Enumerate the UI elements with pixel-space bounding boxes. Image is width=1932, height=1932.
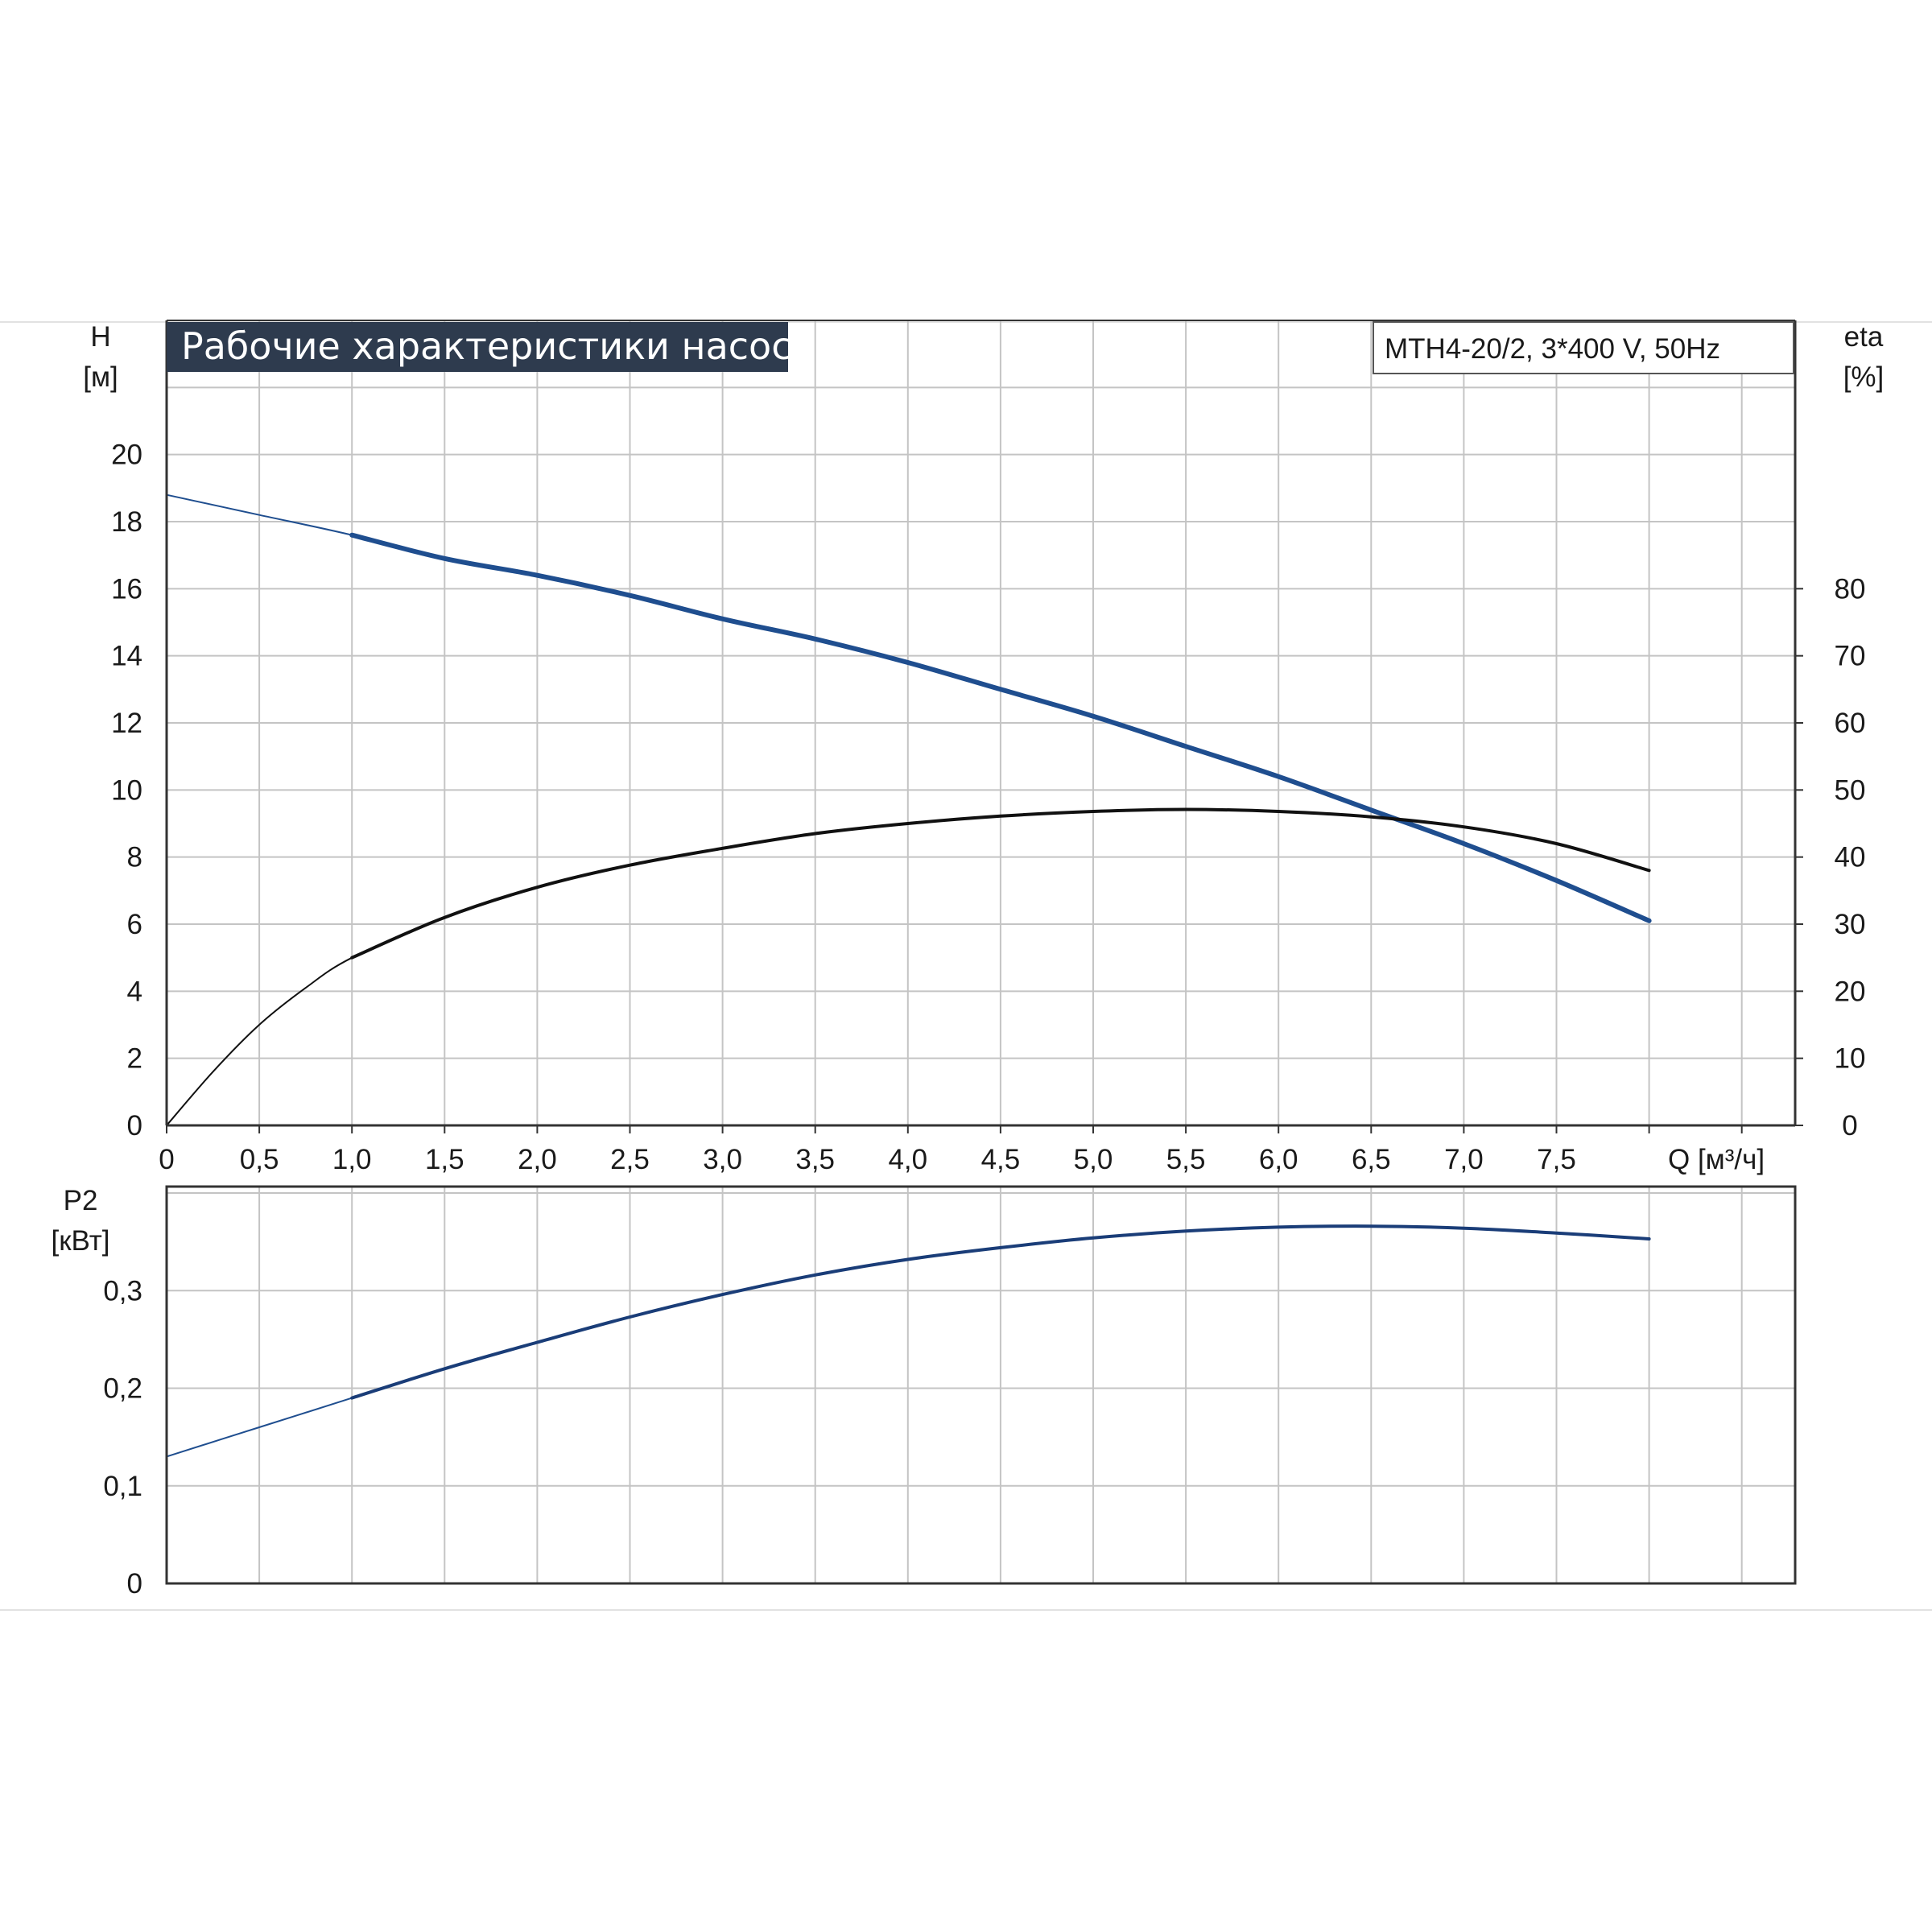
eta-tick-label: 20 xyxy=(1835,976,1866,1007)
q-axis-label: Q [м³/ч] xyxy=(1668,1144,1765,1175)
eta-axis-label: eta xyxy=(1844,321,1884,353)
lower-panel-border xyxy=(165,1185,1797,1585)
x-tick-label: 2,0 xyxy=(518,1144,557,1175)
x-tick-label: 5,0 xyxy=(1074,1144,1113,1175)
h-curve xyxy=(349,532,1652,923)
p2-tick-label: 0,3 xyxy=(103,1275,142,1307)
h-tick-label: 18 xyxy=(111,506,142,538)
eta-tick-label: 30 xyxy=(1835,909,1866,940)
x-tick-label: 6,5 xyxy=(1352,1144,1391,1175)
h-tick-label: 20 xyxy=(111,440,142,471)
x-tick-label: 6,0 xyxy=(1259,1144,1298,1175)
eta-tick-label: 60 xyxy=(1835,708,1866,739)
h-tick-label: 16 xyxy=(111,573,142,605)
x-tick-label: 7,5 xyxy=(1537,1144,1576,1175)
p2-tick-label: 0,2 xyxy=(103,1373,142,1405)
upper-panel-curves xyxy=(166,493,1652,1126)
eta-curve xyxy=(350,807,1651,960)
x-tick-label: 5,5 xyxy=(1166,1144,1206,1175)
x-tick-label: 0 xyxy=(159,1144,174,1175)
h-tick-label: 12 xyxy=(111,708,142,739)
h-tick-label: 2 xyxy=(127,1043,142,1075)
eta-tick-label: 40 xyxy=(1835,842,1866,873)
h-tick-label: 0 xyxy=(127,1110,142,1141)
h-tick-label: 8 xyxy=(127,842,142,873)
eta-axis-unit: [%] xyxy=(1843,361,1885,393)
x-tick-label: 4,0 xyxy=(888,1144,927,1175)
model-label: MTH4-20/2, 3*400 V, 50Hz xyxy=(1385,333,1720,365)
x-tick-label: 3,5 xyxy=(795,1144,835,1175)
p2-axis-tick-labels: 0 0,1 0,2 0,3 xyxy=(103,1275,142,1600)
h-axis-unit: [м] xyxy=(83,361,118,393)
x-tick-label: 7,0 xyxy=(1444,1144,1484,1175)
eta-tick-label: 0 xyxy=(1842,1110,1857,1141)
x-tick-label: 1,5 xyxy=(425,1144,464,1175)
model-label-box xyxy=(1373,321,1794,374)
h-tick-label: 14 xyxy=(111,641,142,672)
eta-axis-tick-labels: 0 10 20 30 40 50 60 70 80 xyxy=(1795,573,1865,1141)
chart-title: Рабочие характеристики насоса xyxy=(181,324,815,368)
x-tick-label: 0,5 xyxy=(240,1144,279,1175)
x-tick-label: 4,5 xyxy=(981,1144,1021,1175)
h-tick-label: 4 xyxy=(127,976,142,1007)
x-tick-label: 3,0 xyxy=(703,1144,742,1175)
h-tick-label: 10 xyxy=(111,774,142,806)
lower-panel-grid xyxy=(167,1187,1795,1583)
x-tick-label: 2,5 xyxy=(610,1144,650,1175)
upper-panel-grid xyxy=(167,320,1795,1125)
x-tick-label: 1,0 xyxy=(332,1144,372,1175)
p2-axis-label: P2 xyxy=(64,1185,98,1216)
p2-tick-label: 0,1 xyxy=(103,1471,142,1502)
title-banner xyxy=(167,322,788,372)
lower-panel-frame xyxy=(165,1185,1797,1585)
h-axis-tick-labels: 0 2 4 6 8 10 12 14 16 18 20 xyxy=(111,440,142,1141)
p2-tick-label: 0 xyxy=(127,1568,142,1600)
eta-tick-label: 80 xyxy=(1835,573,1866,605)
p2-axis-unit: [кВт] xyxy=(52,1225,110,1257)
eta-tick-label: 50 xyxy=(1835,774,1866,806)
eta-tick-label: 70 xyxy=(1835,641,1866,672)
h-tick-label: 6 xyxy=(127,909,142,940)
upper-panel-frame xyxy=(165,320,1797,1133)
h-axis-label: H xyxy=(90,321,110,353)
x-axis-tick-labels: 0 0,5 1,0 1,5 2,0 2,5 3,0 3,5 4,0 4,5 5,0 5,5 6,0 6,5… xyxy=(159,1144,1576,1175)
eta-tick-label: 10 xyxy=(1835,1043,1866,1075)
